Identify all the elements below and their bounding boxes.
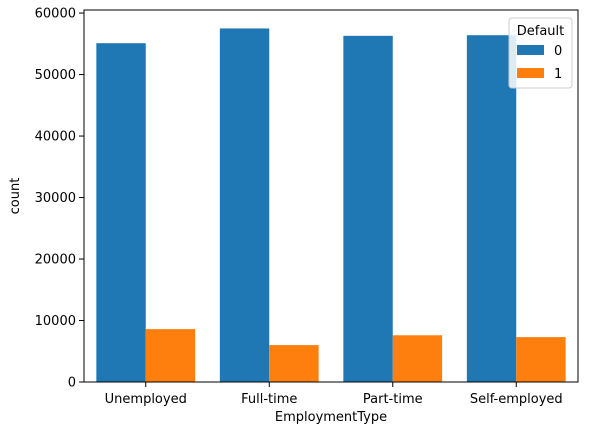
legend-items: 01 — [517, 44, 562, 82]
legend: Default 01 — [508, 17, 573, 89]
legend-label-0: 0 — [554, 44, 562, 59]
x-axis-title: EmploymentType — [275, 410, 387, 425]
y-tick-label: 30000 — [35, 191, 76, 206]
y-axis-title: count — [8, 178, 23, 215]
x-tick-label: Unemployed — [105, 392, 187, 407]
bar-part-time-default-1 — [392, 335, 443, 382]
y-axis-ticks: 0 10000 20000 30000 40000 50000 60000 — [35, 7, 84, 391]
legend-swatch-1 — [517, 68, 544, 78]
bar-self-employed-default-0 — [466, 35, 517, 382]
x-tick-label: Self-employed — [470, 392, 563, 407]
y-tick-label: 0 — [68, 376, 76, 391]
bar-unemployed-default-0 — [96, 43, 146, 382]
y-tick-label: 10000 — [35, 314, 76, 329]
bars-group — [96, 28, 566, 382]
bar-unemployed-default-1 — [145, 329, 196, 382]
x-axis-ticks: Unemployed Full-time Part-time Self-employe… — [105, 382, 563, 407]
y-tick-label: 20000 — [35, 253, 76, 268]
legend-swatch-0 — [517, 45, 544, 55]
y-tick-label: 40000 — [35, 130, 76, 145]
x-tick-label: Full-time — [241, 392, 297, 407]
legend-title: Default — [517, 24, 565, 39]
bar-full-time-default-0 — [219, 28, 270, 382]
legend-label-1: 1 — [554, 67, 562, 82]
bar-part-time-default-0 — [343, 35, 393, 382]
bar-full-time-default-1 — [269, 345, 319, 382]
plot-frame — [83, 9, 579, 383]
y-tick-label: 60000 — [35, 7, 76, 22]
x-tick-label: Part-time — [363, 392, 423, 407]
bar-self-employed-default-1 — [516, 337, 566, 382]
y-tick-label: 50000 — [35, 68, 76, 83]
